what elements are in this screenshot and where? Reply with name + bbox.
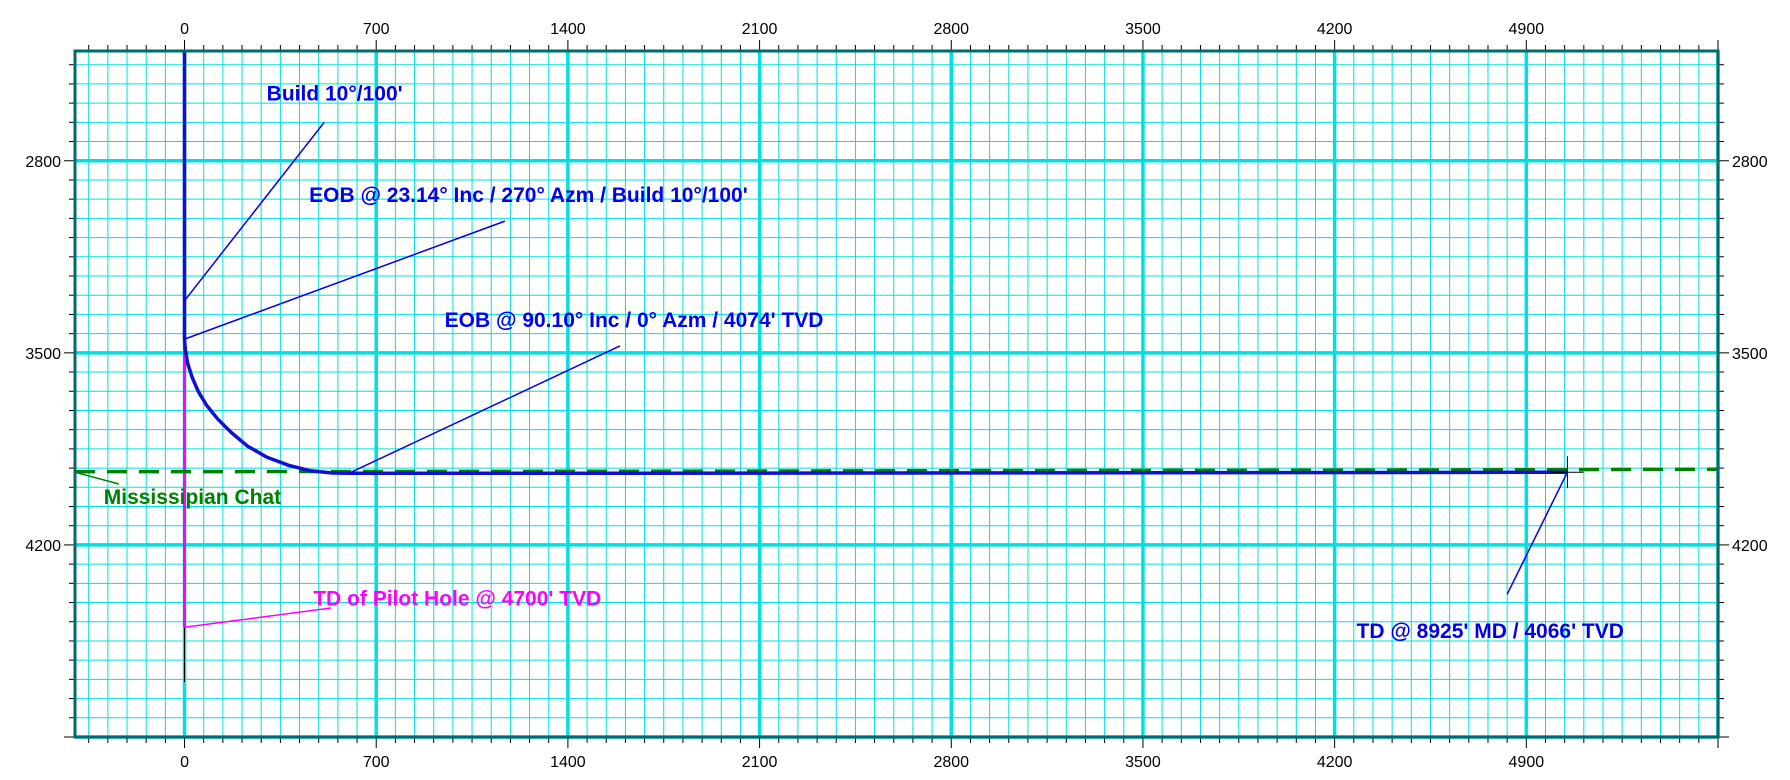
- annotation-leader: [348, 345, 621, 474]
- annotation-leader: [74, 471, 120, 485]
- x-tick-label-top: 2800: [933, 21, 969, 38]
- plot-frame: [73, 49, 1720, 739]
- x-tick-label-bottom: 700: [363, 754, 390, 771]
- x-tick-label-top: 4900: [1509, 21, 1545, 38]
- y-tick-label-right: 2800: [1732, 154, 1768, 171]
- x-tick-label-top: 2100: [742, 21, 778, 38]
- x-tick-label-bottom: 2800: [933, 754, 969, 771]
- axis-tick-labels: 0 0 700 700 1400 1400 2100 2100 2800 2800 3500 3500…: [25, 21, 1767, 771]
- x-tick-label-top: 1400: [550, 21, 586, 38]
- x-tick-label-bottom: 1400: [550, 754, 586, 771]
- minor-grid: [75, 51, 1718, 737]
- annotations: Build 10°/100' EOB @ 23.14° Inc / 270° Az…: [74, 82, 1624, 643]
- x-tick-label-top: 700: [363, 21, 390, 38]
- eob-1-label: EOB @ 23.14° Inc / 270° Azm / Build 10°/…: [309, 184, 748, 207]
- y-tick-label-right: 3500: [1732, 346, 1768, 363]
- formation-label: Mississipian Chat: [104, 486, 281, 509]
- annotation-leader: [1506, 471, 1569, 595]
- td-label: TD @ 8925' MD / 4066' TVD: [1357, 620, 1624, 643]
- annotation-leader: [184, 607, 332, 628]
- y-tick-label-left: 3500: [25, 346, 61, 363]
- x-tick-label-top: 3500: [1125, 21, 1161, 38]
- y-tick-label-left: 2800: [25, 154, 61, 171]
- eob-2-label: EOB @ 90.10° Inc / 0° Azm / 4074' TVD: [445, 309, 824, 332]
- x-tick-label-bottom: 2100: [742, 754, 778, 771]
- annotation-leader: [184, 220, 506, 340]
- x-tick-label-bottom: 4900: [1509, 754, 1545, 771]
- x-tick-label-top: 0: [180, 21, 189, 38]
- formation-top-line: [74, 467, 1719, 474]
- y-tick-label-right: 4200: [1732, 538, 1768, 555]
- x-tick-label-bottom: 4200: [1317, 754, 1353, 771]
- well-path-line: [182, 51, 1568, 476]
- build-rate-label: Build 10°/100': [267, 82, 403, 105]
- x-tick-label-bottom: 3500: [1125, 754, 1161, 771]
- trajectory-series: [74, 51, 1719, 683]
- pilot-td-label: TD of Pilot Hole @ 4700' TVD: [313, 587, 601, 610]
- annotation-leader: [183, 121, 325, 302]
- x-tick-label-top: 4200: [1317, 21, 1353, 38]
- y-tick-label-left: 4200: [25, 538, 61, 555]
- x-tick-label-bottom: 0: [180, 754, 189, 771]
